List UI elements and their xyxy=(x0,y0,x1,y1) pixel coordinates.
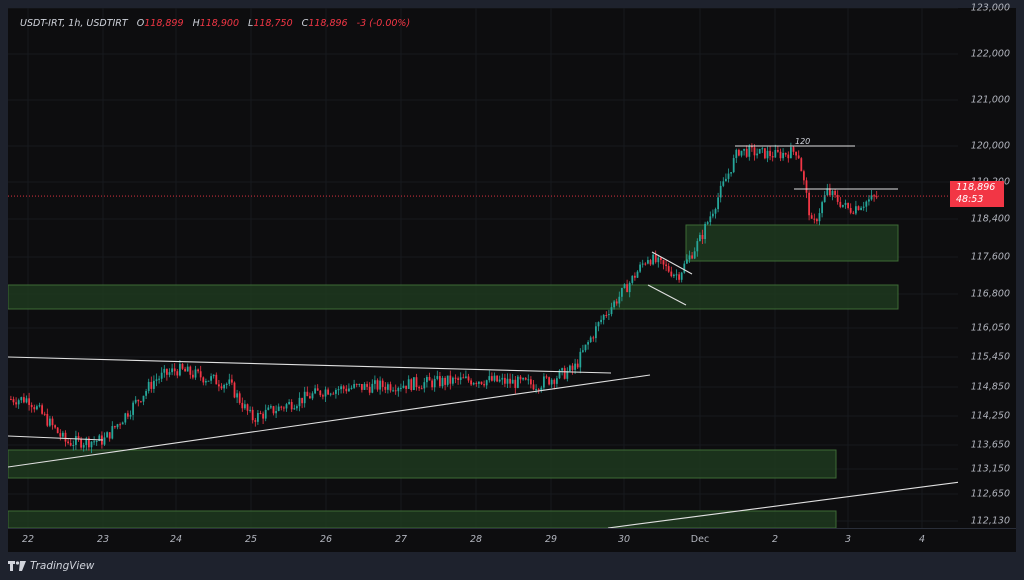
open-value: 118,899 xyxy=(144,18,184,29)
price-tick: 113,150 xyxy=(970,463,1010,475)
chart-legend: USDT-IRT, 1h, USDTIRT O118,899 H118,900 … xyxy=(20,18,411,29)
brand-name: TradingView xyxy=(30,560,95,572)
price-tick: 122,000 xyxy=(970,48,1010,60)
high-value: 118,900 xyxy=(199,18,240,29)
demand-zone-1[interactable] xyxy=(685,224,899,262)
time-axis[interactable]: 22 23 24 25 26 27 28 29 30 Dec 2 3 4 xyxy=(8,528,1016,553)
price-tick: 120,000 xyxy=(970,140,1010,152)
low-value: 118,750 xyxy=(253,18,293,29)
price-tick: 123,000 xyxy=(970,2,1010,14)
chart-frame: 120 123,000122,000121,000120,000119,2001… xyxy=(7,3,1016,553)
price-tick: 112,130 xyxy=(970,515,1010,527)
price-tick: 118,400 xyxy=(970,213,1010,225)
footer: TradingView xyxy=(8,558,94,574)
symbol-title: USDT-IRT, 1h, USDTIRT xyxy=(20,18,128,29)
time-tick: 29 xyxy=(544,534,558,545)
price-tick: 113,650 xyxy=(970,439,1010,451)
trendline[interactable] xyxy=(7,374,651,468)
chart-plot-area[interactable]: 120 xyxy=(7,7,969,529)
last-price-badge: 118,896 48:53 xyxy=(950,181,1004,207)
price-tick: 114,850 xyxy=(970,381,1010,393)
trendline[interactable] xyxy=(651,251,693,275)
bar-countdown: 48:53 xyxy=(956,194,984,205)
time-tick: 27 xyxy=(394,534,408,545)
price-tick: 121,000 xyxy=(970,94,1010,106)
close-value: 118,896 xyxy=(308,18,348,29)
time-tick: 24 xyxy=(169,534,183,545)
price-axis[interactable]: 123,000122,000121,000120,000119,200118,4… xyxy=(958,3,1016,528)
trendline[interactable] xyxy=(7,356,612,374)
time-tick: 25 xyxy=(244,534,258,545)
time-tick: 2 xyxy=(771,534,779,545)
time-tick: Dec xyxy=(690,534,710,545)
time-tick: 30 xyxy=(617,534,631,545)
price-tick: 117,600 xyxy=(970,251,1010,263)
last-price: 118,896 xyxy=(956,182,996,193)
price-tick: 115,450 xyxy=(970,351,1010,363)
tradingview-logo-icon xyxy=(8,561,26,571)
time-tick: 3 xyxy=(844,534,852,545)
candlestick-chart: 120 xyxy=(7,7,969,529)
time-tick: 28 xyxy=(469,534,483,545)
price-tick: 114,250 xyxy=(970,410,1010,422)
change-value: -3 (-0.00%) xyxy=(356,18,411,29)
demand-zone-4[interactable] xyxy=(7,510,837,529)
demand-zone-2[interactable] xyxy=(7,284,899,310)
trendline[interactable] xyxy=(607,480,969,529)
trendline[interactable] xyxy=(647,284,687,306)
time-tick: 23 xyxy=(96,534,110,545)
trendline[interactable] xyxy=(7,435,104,441)
price-tick: 112,650 xyxy=(970,488,1010,500)
time-tick: 26 xyxy=(319,534,333,545)
time-tick: 4 xyxy=(918,534,926,545)
demand-zone-3[interactable] xyxy=(7,449,837,479)
time-tick: 22 xyxy=(21,534,35,545)
price-tick: 116,800 xyxy=(970,288,1010,300)
price-tick: 116,050 xyxy=(970,322,1010,334)
annotation-label: 120 xyxy=(795,137,810,146)
